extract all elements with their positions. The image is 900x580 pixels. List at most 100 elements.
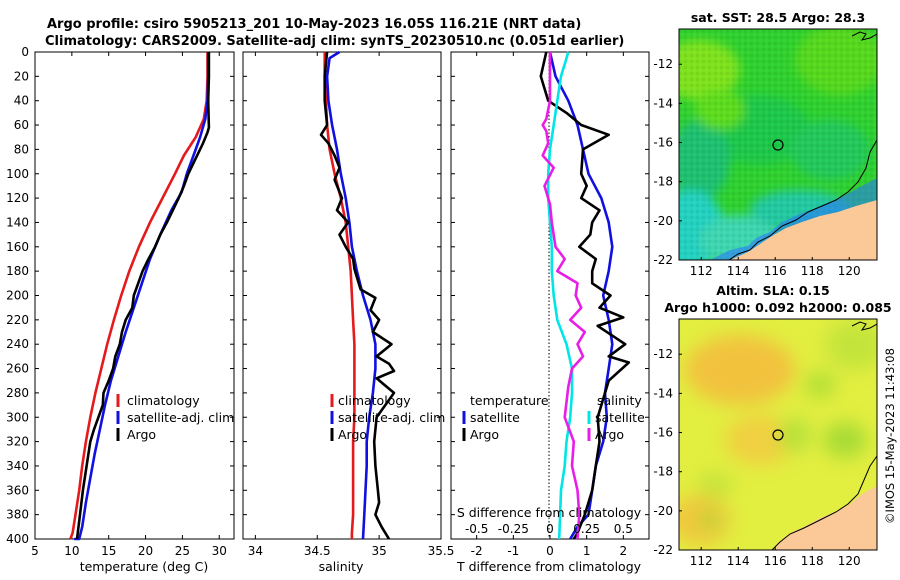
sla-x-axis: 112 114 116 118 120 — [690, 547, 861, 568]
x-tick-label: 34 — [248, 544, 263, 558]
temperature-legend: climatology satellite-adj. clim Argo — [116, 393, 234, 442]
sst-y-axis: -12 -14 -16 -18 -20 -22 — [653, 57, 682, 267]
difference-s-axis: -0.5 -0.25 0 0.25 0.5 — [465, 522, 633, 536]
salinity-xlabel: salinity — [319, 559, 364, 574]
y-tick-label: 400 — [6, 532, 29, 546]
map-x-tick-label: 120 — [838, 554, 861, 568]
legend-climatology: climatology — [338, 393, 411, 408]
temperature-lines — [69, 52, 211, 541]
map-y-tick-label: -18 — [653, 175, 673, 189]
difference-x-axis: -2 -1 0 1 2 — [451, 51, 649, 558]
map-y-tick-label: -16 — [653, 426, 673, 440]
map-x-tick-label: 114 — [727, 554, 750, 568]
map-x-tick-label: 112 — [690, 264, 713, 278]
map-y-tick-label: -20 — [653, 504, 673, 518]
sla-field — [679, 319, 877, 550]
x-tick-label: 25 — [175, 544, 190, 558]
sla-map: Altim. SLA: 0.15 Argo h1000: 0.092 h2000… — [653, 283, 891, 568]
sla-coastline — [771, 455, 877, 550]
map-y-tick-label: -18 — [653, 465, 673, 479]
sla-y-axis: -12 -14 -16 -18 -20 -22 — [653, 347, 682, 557]
salinity-axes — [242, 51, 442, 540]
difference-xlabel: T difference from climatology — [456, 559, 642, 574]
y-tick-label: 160 — [6, 240, 29, 254]
y-tick-label: 340 — [6, 459, 29, 473]
salinity-panel: 34 34.5 35 35.5 salinity climatology satell… — [242, 50, 455, 574]
salinity-legend: climatology satellite-adj. clim Argo — [330, 393, 445, 442]
map-x-tick-label: 112 — [690, 554, 713, 568]
s-tick-label: -0.5 — [465, 522, 488, 536]
x-tick-label: -1 — [507, 544, 519, 558]
x-tick-label: 15 — [101, 544, 116, 558]
salinity-x-axis: 34 34.5 35 35.5 — [243, 51, 455, 558]
sst-coastline — [728, 139, 877, 260]
sst-field — [679, 29, 877, 260]
map-y-tick-label: -14 — [653, 96, 673, 110]
map-y-tick-label: -12 — [653, 57, 673, 71]
map-x-tick-label: 116 — [764, 554, 787, 568]
title-line1: Argo profile: csiro 5905213_201 10-May-2… — [47, 17, 581, 32]
sst-argo-marker — [772, 139, 784, 151]
s-tick-label: 0 — [546, 522, 554, 536]
y-tick-label: 0 — [21, 45, 29, 59]
y-tick-label: 140 — [6, 215, 29, 229]
map-y-tick-label: -14 — [653, 386, 673, 400]
y-tick-label: 220 — [6, 313, 29, 327]
sst-map: sat. SST: 28.5 Argo: 28.3 112 114 116 11 — [653, 10, 878, 278]
series-climatology — [69, 52, 209, 540]
map-y-tick-label: -20 — [653, 214, 673, 228]
y-tick-label: 280 — [6, 386, 29, 400]
x-tick-label: 35 — [371, 544, 386, 558]
salinity-lines — [319, 50, 396, 540]
x-tick-label: 2 — [620, 544, 628, 558]
difference-axes — [450, 51, 650, 540]
map-y-tick-label: -12 — [653, 347, 673, 361]
sla-land — [774, 486, 877, 550]
map-x-tick-label: 118 — [801, 264, 824, 278]
sla-argo-marker — [772, 429, 784, 441]
sla-map-frame — [678, 318, 878, 551]
map-x-tick-label: 114 — [727, 264, 750, 278]
legend-salinity-title: salinity — [597, 393, 642, 408]
series-temperature-argo — [539, 51, 631, 540]
y-tick-label: 20 — [14, 69, 29, 83]
x-tick-label: -2 — [471, 544, 483, 558]
y-tick-label: 300 — [6, 410, 29, 424]
x-tick-label: 10 — [64, 544, 79, 558]
x-tick-label: 34.5 — [304, 544, 331, 558]
x-tick-label: 35.5 — [428, 544, 455, 558]
difference-lines — [539, 51, 631, 540]
temperature-panel: 0 20 40 60 80 100 120 140 160 180 200 220 240 260 280 3… — [6, 45, 235, 574]
difference-legend: temperature satellite Argo salinity sate… — [462, 393, 645, 442]
x-tick-label: 1 — [583, 544, 591, 558]
series-satellite-adj-clim — [74, 52, 210, 541]
x-tick-label: 20 — [138, 544, 153, 558]
x-tick-label: 30 — [212, 544, 227, 558]
map-x-tick-label: 120 — [838, 264, 861, 278]
y-tick-label: 60 — [14, 118, 29, 132]
map-y-tick-label: -22 — [653, 543, 673, 557]
s-tick-label: -0.25 — [498, 522, 529, 536]
y-tick-label: 360 — [6, 483, 29, 497]
legend-argo: Argo — [127, 427, 156, 442]
legend-s-argo: Argo — [595, 427, 624, 442]
series-climatology — [323, 52, 356, 539]
series-salinity-satellite — [546, 51, 574, 540]
y-tick-label: 380 — [6, 508, 29, 522]
y-tick-label: 320 — [6, 435, 29, 449]
map-y-tick-label: -16 — [653, 136, 673, 150]
x-tick-label: 5 — [31, 544, 39, 558]
y-tick-label: 200 — [6, 289, 29, 303]
y-tick-label: 260 — [6, 362, 29, 376]
sst-map-title: sat. SST: 28.5 Argo: 28.3 — [691, 10, 865, 25]
y-tick-label: 100 — [6, 167, 29, 181]
sla-map-title2: Argo h1000: 0.092 h2000: 0.085 — [664, 300, 891, 315]
sst-x-axis: 112 114 116 118 120 — [690, 257, 861, 278]
y-tick-label: 180 — [6, 264, 29, 278]
temperature-y-axis: 0 20 40 60 80 100 120 140 160 180 200 220 240 260 280 3… — [6, 45, 29, 546]
legend-s-satellite: satellite — [595, 410, 645, 425]
title-line2: Climatology: CARS2009. Satellite-adj cli… — [45, 34, 624, 49]
legend-climatology: climatology — [127, 393, 200, 408]
map-x-tick-label: 116 — [764, 264, 787, 278]
